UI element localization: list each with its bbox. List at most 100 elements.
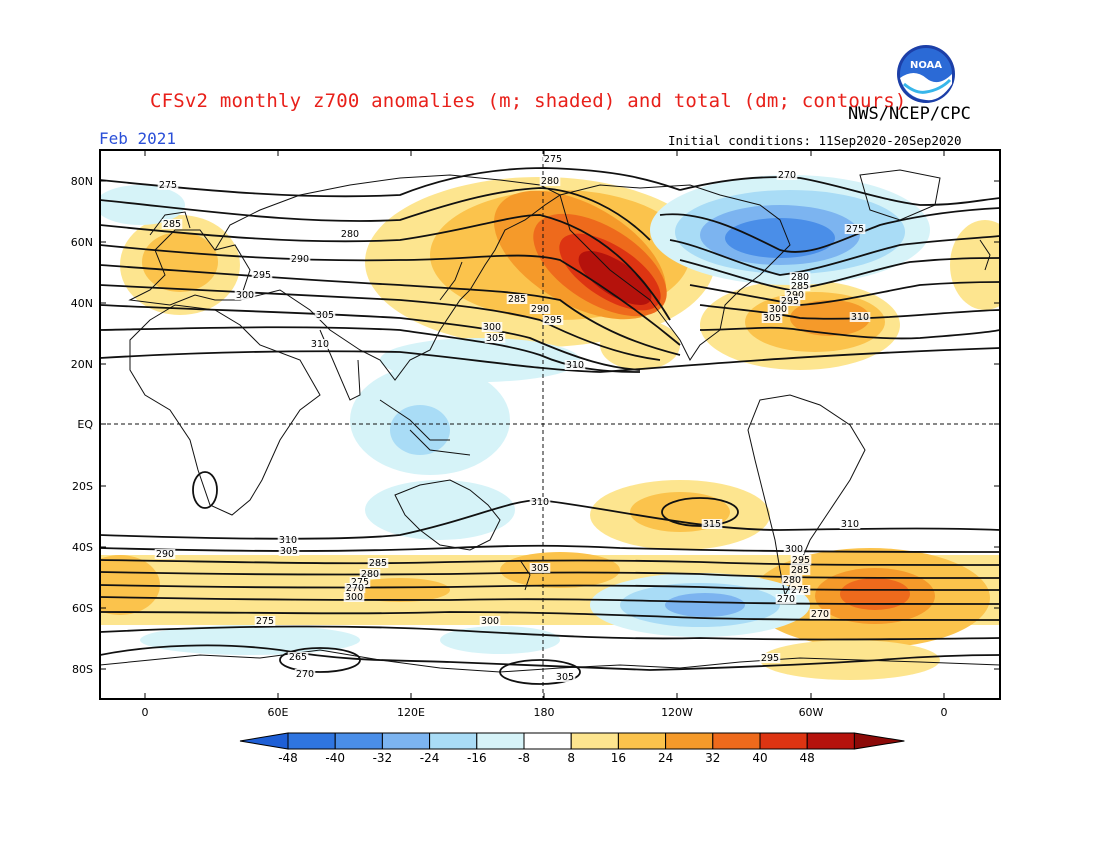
contour-label-bg (789, 281, 811, 291)
contour-label: 270 (778, 170, 796, 181)
contour-label-bg (781, 575, 803, 585)
contour-label: 280 (783, 575, 801, 586)
contour-label-bg (789, 272, 811, 282)
contour-label: 300 (481, 616, 499, 627)
contour-label: 290 (786, 290, 804, 301)
contour-label: 300 (769, 304, 787, 315)
contour-label-bg (339, 229, 361, 239)
contour-label: 305 (316, 310, 334, 321)
contour-label-bg (161, 219, 183, 229)
contour-label-bg (254, 616, 276, 626)
contour-label: 275 (544, 154, 562, 165)
contour-label-bg (809, 609, 831, 619)
contour-label-bg (287, 652, 309, 662)
contour-label-bg (154, 549, 176, 559)
colorbar-segment (617, 732, 667, 750)
contour-label: 270 (346, 583, 364, 594)
contour-label: 305 (556, 672, 574, 683)
contour-label-bg (789, 565, 811, 575)
contour-label-bg (234, 290, 256, 300)
colorbar-label: 8 (567, 751, 575, 765)
contour-label: 275 (351, 577, 369, 588)
contour-label-bg (289, 254, 311, 264)
contour-label: 290 (531, 304, 549, 315)
contour-label-bg (767, 304, 789, 314)
contour-label-bg (775, 594, 797, 604)
contour-label: 300 (483, 322, 501, 333)
colorbar-label: 40 (752, 751, 767, 765)
contour-label: 295 (761, 653, 779, 664)
contour-label-bg (294, 669, 316, 679)
colorbar-segment (570, 732, 619, 750)
contour-label: 315 (703, 519, 721, 530)
lat-label: 60N (71, 236, 93, 249)
contour-labels: 2752802852902953003053102752802852902953… (154, 154, 871, 683)
lon-label: 120E (397, 706, 425, 719)
reference-lines (100, 150, 1000, 699)
contour-label: 310 (841, 519, 859, 530)
colorbar-segment (381, 732, 431, 750)
contour-label: 310 (279, 535, 297, 546)
contour-label: 280 (791, 272, 809, 283)
lon-label: 0 (142, 706, 149, 719)
contour-label: 285 (791, 281, 809, 292)
contour-label: 300 (785, 544, 803, 555)
lat-label: 40S (72, 541, 93, 554)
contour-label: 290 (156, 549, 174, 560)
contour-label-bg (783, 544, 805, 554)
height-contours (100, 167, 1000, 685)
colorbar-label: -48 (278, 751, 298, 765)
lon-label: 0 (941, 706, 948, 719)
contour-label-bg (554, 672, 576, 682)
colorbar-segment (334, 732, 383, 750)
contour-label: 290 (291, 254, 309, 265)
lat-label: 20S (72, 480, 93, 493)
colorbar-label: -40 (325, 751, 345, 765)
contour-label: 285 (508, 294, 526, 305)
contour-label-bg (481, 322, 503, 332)
lat-label: 80N (71, 175, 93, 188)
contour-label-bg (844, 224, 866, 234)
initial-conditions: Initial conditions: 11Sep2020-20Sep2020 (668, 133, 962, 148)
contour-label: 275 (846, 224, 864, 235)
contour-label: 310 (311, 339, 329, 350)
contour-label-bg (314, 310, 336, 320)
colorbar-label: -24 (420, 751, 440, 765)
contour-label: 270 (777, 594, 795, 605)
contour-label-bg (701, 519, 723, 529)
contour-label-bg (789, 585, 811, 595)
colorbar-arrow-right (853, 732, 905, 750)
contour-label: 300 (236, 290, 254, 301)
colorbar: -48 -40 -32 -24 -16 -8 8 16 24 32 40 48 (239, 732, 905, 765)
contour-label: 275 (791, 585, 809, 596)
lat-label: 60S (72, 602, 93, 615)
contour-label-bg (776, 170, 798, 180)
lat-label: 80S (72, 663, 93, 676)
contour-label-bg (759, 653, 781, 663)
contour-label-bg (529, 304, 551, 314)
contour-label-bg (359, 569, 381, 579)
contour-label-bg (344, 583, 366, 593)
contour-label: 275 (159, 180, 177, 191)
lon-label: 60W (799, 706, 824, 719)
colorbar-segment (759, 732, 808, 750)
colorbar-segment (712, 732, 761, 750)
latitude-axis: 80N 60N 40N 20N EQ 20S 40S 60S 80S (71, 175, 1000, 676)
contour-label-bg (542, 315, 564, 325)
contour-label: 310 (531, 497, 549, 508)
contour-label: 270 (296, 669, 314, 680)
contour-label-bg (251, 270, 273, 280)
colorbar-arrow-left (239, 732, 289, 750)
contour-label: 295 (792, 555, 810, 566)
colorbar-segment (806, 732, 855, 750)
contour-label: 280 (541, 176, 559, 187)
longitude-axis: 0 60E 120E 180 120W 60W 0 (142, 150, 948, 719)
contour-label: 310 (851, 312, 869, 323)
lon-label: 180 (534, 706, 555, 719)
contour-label-bg (277, 535, 299, 545)
colorbar-label: -32 (373, 751, 393, 765)
contour-label-bg (542, 154, 564, 164)
contour-label-bg (309, 339, 331, 349)
colorbar-segment (476, 732, 525, 750)
